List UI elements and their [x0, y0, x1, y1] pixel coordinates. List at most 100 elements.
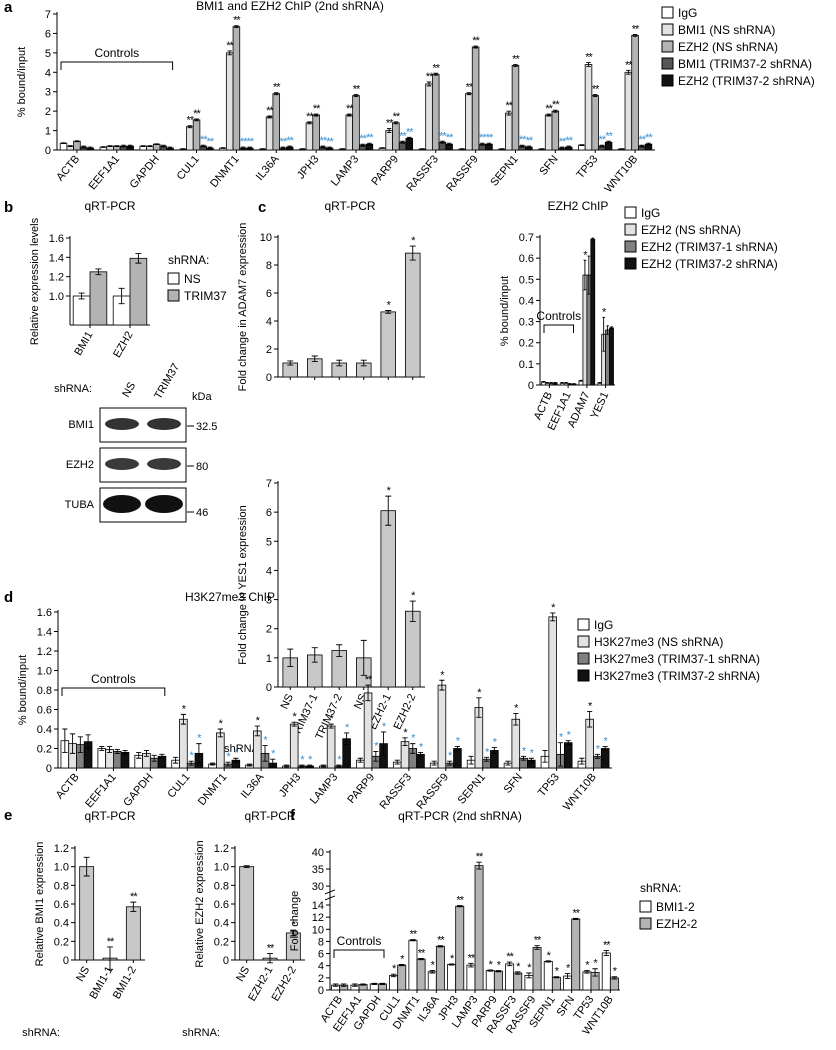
y-tick-label: 0.4	[519, 295, 534, 307]
bar	[79, 866, 95, 961]
x-tick-label: NS	[74, 965, 92, 984]
error-bar	[311, 647, 318, 663]
significance-label: *	[456, 736, 461, 748]
significance-label: *	[489, 959, 494, 971]
significance-label: **	[605, 130, 613, 142]
x-tick-label: RASSF3	[377, 771, 414, 811]
error-bar	[385, 495, 392, 526]
bar	[431, 73, 440, 151]
error-bar	[68, 145, 73, 147]
significance-label: *	[527, 962, 532, 974]
error-bar	[136, 751, 142, 759]
legend-label: IgG	[641, 206, 660, 220]
bar	[485, 970, 495, 991]
error-bar	[480, 142, 485, 146]
bar	[289, 723, 299, 769]
blot-band	[105, 458, 139, 470]
x-tick-label: PARP9	[345, 771, 377, 806]
significance-label: **	[410, 929, 418, 941]
error-bar	[399, 964, 405, 967]
significance-label: **	[505, 100, 513, 112]
significance-label: *	[300, 754, 305, 766]
significance-label: *	[234, 747, 239, 759]
significance-label: **	[240, 136, 248, 148]
y-tick-label: 1.0	[49, 291, 64, 303]
significance-label: **	[406, 126, 414, 138]
significance-label: **	[519, 134, 527, 146]
y-axis-label: Fold change	[289, 891, 301, 952]
significance-label: **	[572, 907, 580, 919]
blot-unit: kDa	[192, 391, 212, 403]
error-bar	[519, 144, 525, 148]
y-tick-label: 0.6	[214, 899, 229, 911]
significance-label: *	[411, 733, 416, 745]
bar	[437, 684, 447, 769]
y-tick-label: 0	[528, 380, 534, 392]
error-bar	[161, 144, 166, 148]
bar	[389, 975, 399, 991]
y-tick-label: 0.1	[519, 359, 534, 371]
significance-label: *	[392, 963, 397, 975]
y-tick-label: 1.6	[37, 607, 52, 619]
bar	[179, 718, 188, 769]
x-tick-label: DNMT1	[196, 771, 230, 808]
x-tick-label: LAMP3	[329, 153, 361, 188]
error-bar	[200, 144, 206, 148]
error-bar	[568, 383, 572, 385]
y-tick-label: 10	[312, 924, 324, 936]
error-bar	[225, 761, 231, 767]
error-bar	[506, 961, 513, 967]
error-bar	[135, 253, 142, 264]
bar	[186, 126, 194, 151]
legend-label: BMI1 (TRIM37-2 shRNA)	[678, 57, 812, 71]
y-tick-label: 1	[266, 653, 272, 665]
error-bar	[520, 755, 527, 761]
error-bar	[207, 146, 213, 150]
blot-row-label: EZH2	[66, 459, 94, 471]
panel-letter: c	[258, 199, 266, 216]
significance-label: *	[400, 953, 405, 965]
chart-title: qRT-PCR (2nd shRNA)	[398, 809, 522, 823]
significance-label: **	[466, 82, 474, 94]
significance-label: **	[446, 132, 454, 144]
error-bar	[61, 142, 66, 145]
bar	[404, 252, 421, 378]
controls-bracket	[333, 949, 385, 958]
bar	[435, 945, 445, 991]
error-bar	[546, 113, 551, 117]
error-bar	[246, 763, 253, 767]
blot-shrna-label: shRNA:	[54, 383, 92, 395]
y-tick-label: 0.2	[519, 338, 534, 350]
error-bar	[431, 760, 437, 766]
significance-label: *	[387, 300, 392, 312]
x-tick-label: IL36A	[415, 993, 442, 1024]
error-bar	[499, 148, 505, 150]
blot-marker: 46	[196, 507, 208, 519]
error-bar	[299, 764, 305, 768]
significance-label: **	[280, 136, 288, 148]
error-bar	[386, 128, 392, 133]
error-bar	[114, 749, 120, 754]
bar	[239, 866, 255, 961]
error-bar	[180, 148, 186, 150]
error-bar	[107, 145, 113, 147]
error-bar	[62, 728, 68, 753]
error-bar	[130, 901, 137, 912]
error-bar	[553, 109, 558, 113]
significance-label: **	[200, 134, 208, 146]
chart-title: H3K27me3 ChIP	[185, 590, 275, 604]
bar	[631, 34, 639, 151]
error-bar	[565, 740, 571, 746]
bar	[89, 271, 108, 326]
y-tick-label: 30	[312, 881, 324, 893]
error-bar	[484, 756, 490, 762]
error-bar	[360, 359, 367, 367]
y-tick-label: 0	[266, 372, 272, 384]
legend-label: H3K27me3 (TRIM37-2 shRNA)	[594, 669, 760, 683]
error-bar	[180, 713, 186, 725]
blot-band	[145, 495, 183, 513]
significance-label: **	[559, 136, 567, 148]
error-bar	[336, 359, 343, 367]
legend-label: BMI1-2	[656, 900, 695, 914]
x-tick-label: SEPN1	[456, 771, 488, 806]
